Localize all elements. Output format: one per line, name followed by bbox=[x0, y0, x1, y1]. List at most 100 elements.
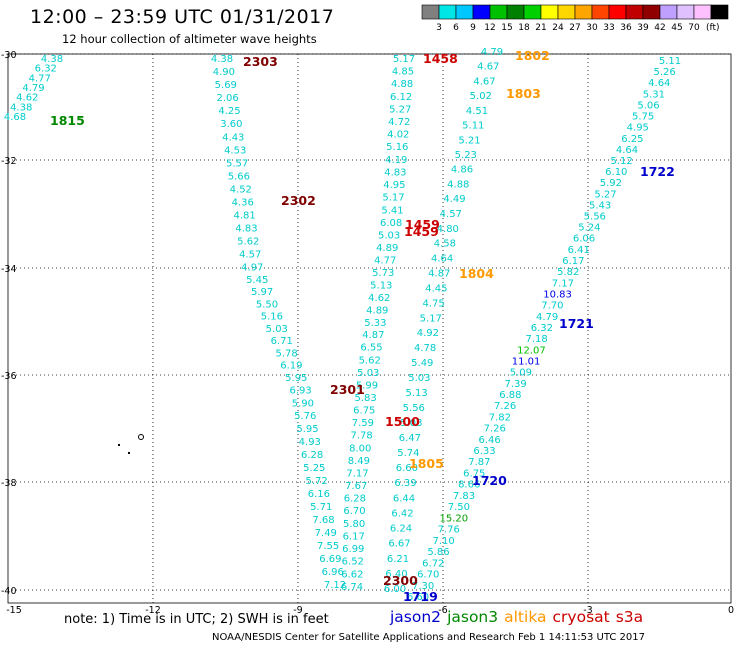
pass-time-label: 1459 bbox=[404, 224, 439, 239]
wave-height-value: 5.03 bbox=[408, 373, 430, 384]
pass-time-label: 1720 bbox=[472, 473, 507, 488]
wave-height-value: 5.83 bbox=[354, 393, 376, 404]
altimeter-tracks: 4.386.324.774.794.624.384.684.384.905.69… bbox=[4, 47, 681, 603]
wave-height-value: 5.17 bbox=[393, 54, 415, 65]
colorbar-swatch bbox=[506, 4, 525, 20]
wave-height-value: 4.77 bbox=[29, 73, 51, 84]
legend-cryosat: cryosat bbox=[552, 608, 610, 626]
wave-height-value: 5.56 bbox=[584, 212, 606, 223]
wave-height-value: 6.75 bbox=[463, 469, 485, 480]
wave-height-value: 7.30 bbox=[412, 581, 434, 592]
wave-height-value: 6.60 bbox=[396, 463, 418, 474]
wave-height-value: 8.49 bbox=[348, 456, 370, 467]
colorbar-swatch bbox=[455, 4, 474, 20]
wave-height-value: 6.55 bbox=[360, 343, 382, 354]
pass-time-label: 1721 bbox=[559, 316, 594, 331]
wave-height-value: 7.26 bbox=[484, 424, 506, 435]
legend-altika: altika bbox=[504, 608, 547, 626]
wave-height-value: 4.64 bbox=[616, 145, 638, 156]
colorbar-swatch bbox=[574, 4, 593, 20]
wave-height-value: 5.66 bbox=[228, 171, 250, 182]
colorbar-swatch bbox=[591, 4, 610, 20]
wave-height-value: 5.95 bbox=[296, 424, 318, 435]
colorbar-label: 70 bbox=[688, 23, 700, 33]
lon-tick-label: -9 bbox=[293, 605, 302, 616]
lon-tick-label: -15 bbox=[6, 605, 22, 616]
wave-height-value: 4.89 bbox=[376, 243, 398, 254]
wave-height-value: 5.11 bbox=[659, 56, 681, 67]
wave-height-value: 6.28 bbox=[344, 494, 366, 505]
wave-height-value: 5.86 bbox=[427, 547, 449, 558]
wave-height-value: 5.09 bbox=[510, 368, 532, 379]
wave-height-value: 5.13 bbox=[370, 280, 392, 291]
colorbar-label: 9 bbox=[470, 23, 476, 33]
wave-height-value: 2.06 bbox=[216, 93, 238, 104]
wave-height-value: 4.79 bbox=[481, 47, 503, 58]
wave-height-value: 6.06 bbox=[573, 234, 595, 245]
wave-height-value: 4.57 bbox=[440, 209, 462, 220]
legend-jason2: jason2 bbox=[390, 608, 442, 626]
wave-height-value: 4.78 bbox=[414, 343, 436, 354]
colorbar-swatch bbox=[472, 4, 491, 20]
wave-height-value: 4.19 bbox=[385, 155, 407, 166]
island-marker bbox=[118, 434, 144, 454]
wave-height-value: 6.39 bbox=[394, 478, 416, 489]
pass-time-label: 1458 bbox=[423, 51, 458, 66]
wave-height-value: 4.95 bbox=[383, 180, 405, 191]
wave-height-value: 4.38 bbox=[41, 54, 63, 65]
wave-height-value: 4.68 bbox=[4, 112, 26, 123]
legend-jason3: jason3 bbox=[447, 608, 499, 626]
pass-time-label: 1719 bbox=[403, 589, 438, 604]
wave-height-value: 4.86 bbox=[451, 165, 473, 176]
lon-tick-label: 0 bbox=[728, 605, 734, 616]
colorbar: 3 6 9 12 15 18 21 24 27 30 33 36 39 42 45 70 (ft) bbox=[421, 4, 729, 33]
pass-time-label: 1805 bbox=[409, 456, 444, 471]
wave-height-value: 5.17 bbox=[420, 313, 442, 324]
colorbar-label: 12 bbox=[484, 23, 495, 33]
wave-height-value: 5.13 bbox=[405, 388, 427, 399]
wave-height-value: 6.70 bbox=[417, 570, 439, 581]
wave-height-value: 4.79 bbox=[22, 83, 44, 94]
wave-height-value: 4.62 bbox=[368, 293, 390, 304]
colorbar-swatch bbox=[523, 4, 542, 20]
colorbar-swatch bbox=[659, 4, 678, 20]
wave-height-value: 4.89 bbox=[366, 305, 388, 316]
wave-height-value: 4.92 bbox=[417, 328, 439, 339]
wave-height-value: 6.71 bbox=[271, 336, 293, 347]
wave-height-value: 6.52 bbox=[342, 557, 364, 568]
page-subtitle: 12 hour collection of altimeter wave hei… bbox=[62, 32, 317, 46]
pass-time-label: 1459 bbox=[405, 217, 440, 232]
colorbar-label: 45 bbox=[671, 23, 682, 33]
colorbar-swatch bbox=[710, 4, 729, 20]
wave-height-value: 6.69 bbox=[319, 554, 341, 565]
wave-height-value: 7.12 bbox=[324, 580, 346, 591]
wave-height-value: 5.16 bbox=[386, 142, 408, 153]
wave-height-value: 5.06 bbox=[637, 100, 659, 111]
wave-height-value: 5.90 bbox=[292, 398, 314, 409]
wave-height-value: 7.49 bbox=[315, 528, 337, 539]
colorbar-label: 27 bbox=[569, 23, 580, 33]
lat-tick-label: -40 bbox=[1, 586, 17, 597]
wave-height-value: 5.25 bbox=[303, 463, 325, 474]
wave-height-value: 5.24 bbox=[578, 223, 600, 234]
pass-time-label: 2301 bbox=[330, 382, 365, 397]
wave-height-value: 6.33 bbox=[473, 446, 495, 457]
wave-height-value: 6.93 bbox=[289, 385, 311, 396]
wave-height-value: 8.66 bbox=[458, 480, 480, 491]
wave-height-value: 7.55 bbox=[317, 541, 339, 552]
wave-height-value: 6.17 bbox=[343, 532, 365, 543]
colorbar-unit: (ft) bbox=[706, 23, 720, 33]
legend-s3a: s3a bbox=[615, 608, 644, 626]
colorbar-label: 15 bbox=[501, 23, 512, 33]
colorbar-label: 39 bbox=[637, 23, 649, 33]
colorbar-swatch bbox=[421, 4, 440, 20]
colorbar-swatch bbox=[625, 4, 644, 20]
wave-height-value: 6.75 bbox=[353, 406, 375, 417]
wave-height-value: 7.17 bbox=[552, 278, 574, 289]
wave-height-value: 5.62 bbox=[359, 355, 381, 366]
wave-height-value: 4.77 bbox=[374, 255, 396, 266]
wave-height-value: 4.49 bbox=[443, 194, 465, 205]
wave-height-value: 6.88 bbox=[499, 390, 521, 401]
